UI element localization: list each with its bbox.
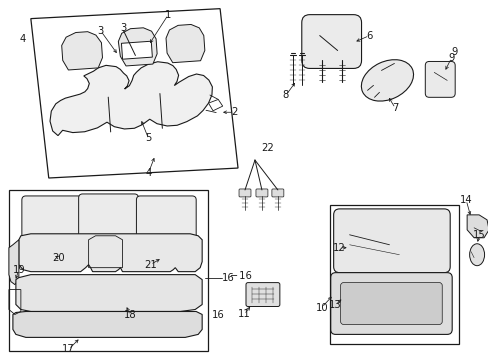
- Text: 11: 11: [237, 310, 250, 319]
- FancyBboxPatch shape: [301, 15, 361, 68]
- Text: 9: 9: [450, 48, 456, 58]
- Text: 16: 16: [222, 273, 234, 283]
- FancyBboxPatch shape: [333, 209, 449, 273]
- Ellipse shape: [468, 244, 484, 266]
- Polygon shape: [9, 240, 19, 285]
- Text: 14: 14: [459, 195, 471, 205]
- Text: 15: 15: [472, 230, 485, 240]
- Text: 6: 6: [366, 31, 372, 41]
- Text: 3: 3: [97, 26, 103, 36]
- FancyBboxPatch shape: [136, 196, 196, 244]
- Text: 1: 1: [165, 10, 171, 20]
- FancyBboxPatch shape: [330, 273, 451, 334]
- FancyBboxPatch shape: [79, 194, 138, 244]
- Text: 8: 8: [282, 90, 288, 100]
- FancyBboxPatch shape: [425, 62, 454, 97]
- FancyBboxPatch shape: [271, 189, 283, 197]
- Polygon shape: [118, 28, 157, 66]
- Text: 17: 17: [62, 345, 75, 354]
- Text: 22: 22: [261, 143, 274, 153]
- Text: 18: 18: [124, 310, 137, 320]
- FancyBboxPatch shape: [22, 196, 81, 244]
- Text: 16: 16: [211, 310, 224, 320]
- Text: 4: 4: [145, 168, 151, 178]
- Polygon shape: [13, 311, 202, 337]
- Polygon shape: [16, 275, 202, 311]
- Polygon shape: [208, 99, 222, 111]
- Text: 3: 3: [120, 23, 126, 33]
- Text: 13: 13: [328, 300, 341, 310]
- Polygon shape: [166, 24, 204, 63]
- Text: 4: 4: [20, 33, 26, 44]
- Text: 9: 9: [447, 54, 453, 63]
- Text: 5: 5: [145, 133, 151, 143]
- Text: 12: 12: [333, 243, 346, 253]
- Text: 2: 2: [230, 107, 237, 117]
- Text: 19: 19: [13, 265, 25, 275]
- Text: ─ 16: ─ 16: [229, 271, 251, 281]
- Text: 10: 10: [315, 302, 327, 312]
- FancyBboxPatch shape: [255, 189, 267, 197]
- Ellipse shape: [361, 60, 413, 101]
- FancyBboxPatch shape: [239, 189, 250, 197]
- FancyBboxPatch shape: [245, 283, 279, 306]
- FancyBboxPatch shape: [340, 283, 441, 324]
- Text: 21: 21: [143, 260, 157, 270]
- Polygon shape: [19, 234, 202, 272]
- Polygon shape: [121, 41, 152, 59]
- Text: 20: 20: [52, 253, 65, 263]
- Polygon shape: [61, 32, 102, 70]
- Text: 7: 7: [391, 103, 398, 113]
- Polygon shape: [50, 62, 212, 136]
- Polygon shape: [466, 215, 488, 238]
